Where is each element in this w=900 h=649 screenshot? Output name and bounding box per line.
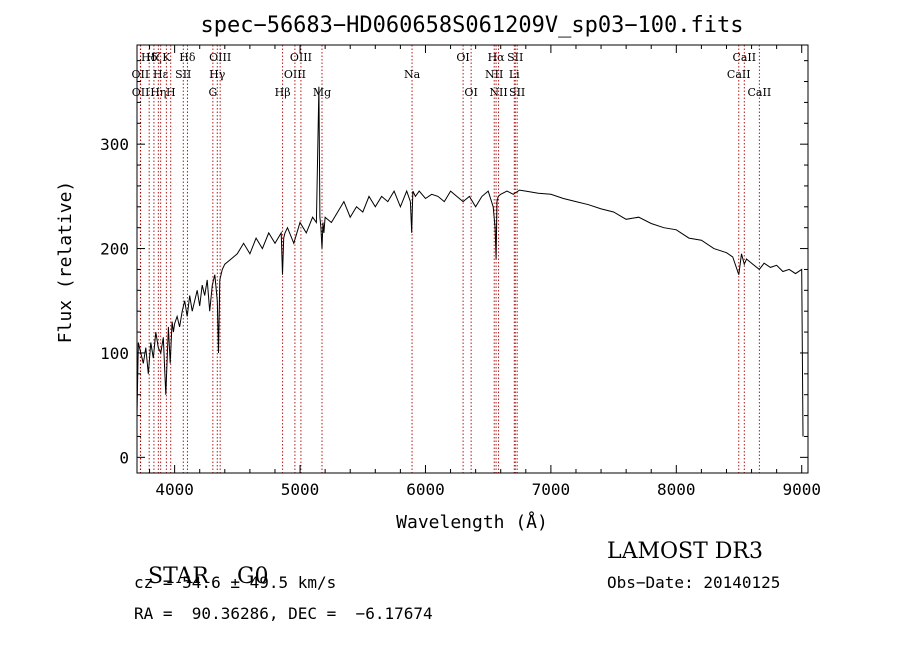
plot-frame (136, 44, 809, 474)
y-tick-label: 100 (100, 344, 129, 363)
line-label: Hδ (179, 51, 196, 64)
line-label: OIII (284, 68, 306, 81)
y-axis-label: Flux (relative) (55, 181, 76, 344)
x-tick-label: 9000 (782, 480, 821, 499)
y-tick-label: 0 (119, 448, 129, 467)
line-label: OI (456, 51, 469, 64)
x-axis-label: Wavelength (Å) (396, 511, 548, 533)
y-tick-label: 300 (100, 135, 129, 154)
obs-date: Obs−Date: 20140125 (607, 573, 781, 592)
coordinates: RA = 90.36286, DEC = −6.17674 (134, 604, 433, 623)
line-label: NII (489, 86, 507, 99)
line-label: Na (404, 68, 421, 81)
object-class: STAR (148, 564, 209, 589)
line-label: Hα (488, 51, 506, 64)
line-label: K (162, 51, 171, 64)
line-label: SII (175, 68, 191, 81)
x-tick-label: 5000 (281, 480, 320, 499)
line-label: OI (464, 86, 477, 99)
x-tick-label: 4000 (155, 480, 194, 499)
line-label: H (166, 86, 176, 99)
line-label: Hζ (146, 51, 162, 64)
line-label: CaII (732, 51, 756, 64)
line-label: OIII (209, 51, 231, 64)
chart-title: spec−56683−HD060658S061209V_sp03−100.fit… (200, 13, 743, 38)
line-label: OII (132, 86, 150, 99)
line-label: Li (509, 68, 520, 81)
line-label: CaII (748, 86, 772, 99)
line-label: CaII (727, 68, 751, 81)
axis-ticks-layer: 4000 5000 6000 7000 8000 9000 0 100 200 300 (100, 45, 821, 499)
line-label: Mg (313, 86, 331, 99)
line-label: Hβ (275, 86, 291, 99)
line-label: Hγ (209, 68, 226, 81)
line-label: OIII (290, 51, 312, 64)
x-tick-label: 6000 (406, 480, 445, 499)
y-tick-label: 200 (100, 240, 129, 259)
survey-label: LAMOST DR3 (607, 539, 763, 564)
line-label: Hη (150, 86, 166, 99)
object-subclass: G0 (236, 564, 269, 589)
line-label: SII (507, 51, 523, 64)
line-label: Hδ (141, 51, 158, 64)
line-label: Hε (153, 68, 169, 81)
x-tick-label: 7000 (532, 480, 571, 499)
x-tick-label: 8000 (657, 480, 696, 499)
line-label: NII (485, 68, 503, 81)
redshift-cz: cz = 54.6 ± 49.5 km/s (134, 573, 337, 592)
line-label: SII (509, 86, 525, 99)
line-label: G (208, 86, 217, 99)
spectrum-series-line (136, 86, 804, 437)
